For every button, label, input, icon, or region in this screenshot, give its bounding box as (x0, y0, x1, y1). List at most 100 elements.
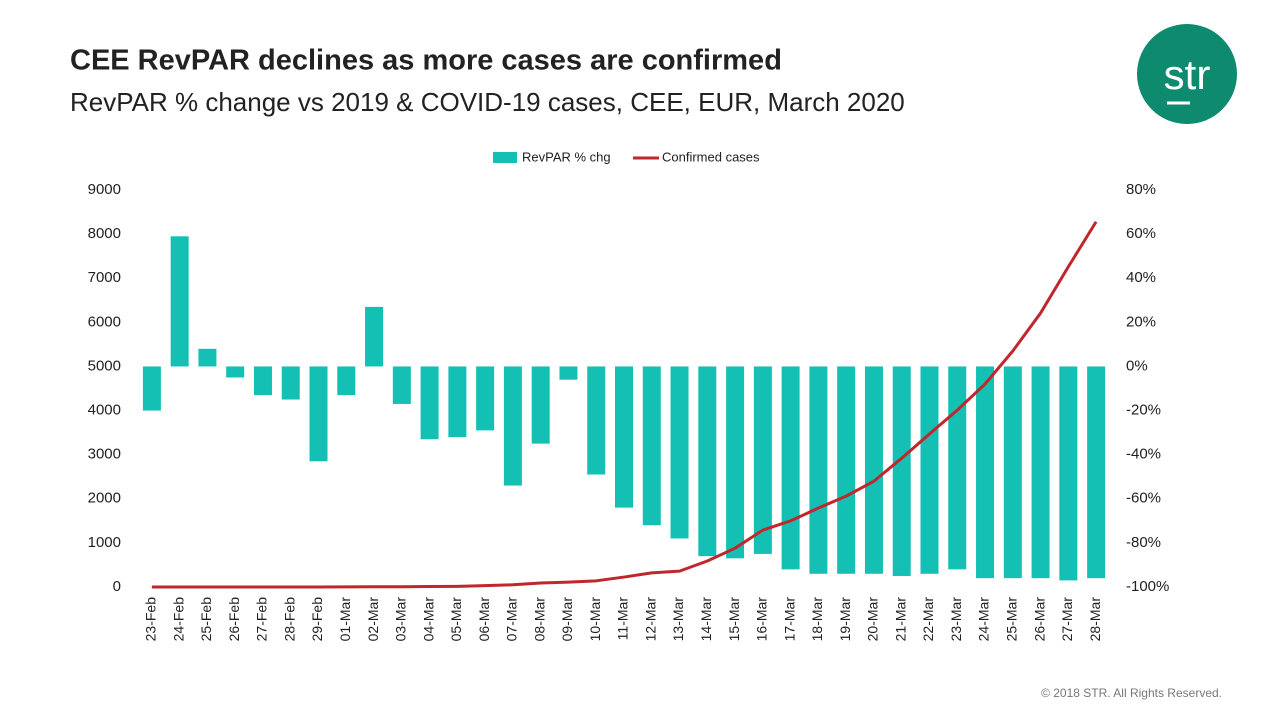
y2-tick-label: 0% (1126, 357, 1148, 374)
x-tick-label: 02-Mar (365, 597, 381, 642)
x-tick-label: 01-Mar (337, 597, 353, 642)
y2-tick-label: 60% (1126, 225, 1156, 242)
bar (587, 366, 606, 475)
y2-tick-label: -80% (1126, 534, 1161, 551)
x-tick-label: 29-Feb (309, 597, 325, 642)
bar (365, 306, 384, 367)
y2-tick-label: -20% (1126, 402, 1161, 419)
bar (531, 366, 550, 444)
x-tick-label: 06-Mar (476, 597, 492, 642)
bar (781, 366, 800, 570)
bar (864, 366, 883, 574)
line (151, 220, 1098, 589)
x-tick-label: 10-Mar (587, 597, 603, 642)
bar (226, 366, 245, 378)
x-tick-label: 27-Mar (1059, 597, 1075, 642)
bar (642, 366, 661, 526)
bar (753, 366, 772, 554)
bar (198, 348, 217, 367)
y-tick-label: 7000 (88, 269, 121, 286)
y-tick-label: 8000 (88, 225, 121, 242)
bar (670, 366, 689, 539)
y2-tick-label: 80% (1126, 181, 1156, 198)
x-tick-label: 25-Feb (198, 597, 214, 642)
logo-text: str (1164, 51, 1211, 98)
x-tick-label: 07-Mar (504, 597, 520, 642)
bar (976, 366, 995, 579)
x-tick-label: 19-Mar (837, 597, 853, 642)
x-tick-label: 28-Mar (1087, 597, 1103, 642)
x-tick-label: 27-Feb (254, 597, 270, 642)
bar (559, 366, 578, 380)
y2-tick-label: -100% (1126, 578, 1169, 595)
y2-tick-label: -40% (1126, 446, 1161, 463)
bar (615, 366, 633, 508)
x-tick-label: 12-Mar (642, 597, 658, 642)
y2-tick-label: 40% (1126, 269, 1156, 286)
x-tick-label: 03-Mar (393, 597, 409, 642)
bar (392, 366, 411, 404)
chart-title: CEE RevPAR declines as more cases are co… (70, 45, 782, 77)
x-tick-label: 24-Mar (976, 597, 992, 642)
x-tick-label: 18-Mar (809, 597, 825, 642)
legend-label: Confirmed cases (662, 149, 760, 164)
legend-swatch (493, 152, 517, 163)
x-tick-label: 17-Mar (781, 597, 797, 642)
bar (503, 366, 522, 486)
bar (448, 366, 467, 438)
x-tick-label: 26-Feb (226, 597, 242, 642)
y-tick-label: 1000 (88, 534, 121, 551)
footer: © 2018 STR. All Rights Reserved. (1041, 686, 1222, 700)
x-tick-label: 08-Mar (531, 597, 547, 642)
bar (892, 366, 911, 576)
x-tick-label: 25-Mar (1004, 597, 1020, 642)
x-tick-label: 22-Mar (920, 597, 936, 642)
x-tick-label: 16-Mar (754, 597, 770, 642)
bar (1059, 366, 1078, 581)
chart-subtitle: RevPAR % change vs 2019 & COVID-19 cases… (70, 87, 905, 117)
bar (476, 366, 495, 431)
x-tick-label: 11-Mar (615, 597, 631, 641)
y-tick-label: 6000 (88, 313, 121, 330)
bar (170, 236, 189, 367)
bar (726, 366, 745, 559)
logo-circle (1137, 24, 1237, 124)
x-tick-label: 05-Mar (448, 597, 464, 642)
bar (253, 366, 272, 396)
bar (142, 366, 161, 411)
y-tick-label: 3000 (88, 446, 121, 463)
x-tick-label: 15-Mar (726, 597, 742, 642)
bar (837, 366, 856, 574)
bar (281, 366, 300, 400)
y-tick-label: 4000 (88, 402, 121, 419)
bar (337, 366, 356, 396)
x-tick-label: 14-Mar (698, 597, 714, 642)
bar (948, 366, 967, 570)
x-tick-label: 26-Mar (1031, 597, 1047, 642)
y-tick-label: 5000 (88, 357, 121, 374)
bar (309, 366, 328, 462)
y-tick-label: 2000 (88, 490, 121, 507)
y-tick-label: 9000 (88, 181, 121, 198)
bar (1031, 366, 1050, 579)
y2-tick-label: -60% (1126, 490, 1161, 507)
bar (420, 366, 439, 440)
x-tick-label: 23-Mar (948, 597, 964, 642)
bar (920, 366, 939, 574)
bar (809, 366, 828, 574)
x-tick-label: 21-Mar (892, 597, 908, 642)
bar (1003, 366, 1022, 579)
legend-label: RevPAR % chg (522, 149, 611, 164)
x-tick-label: 13-Mar (670, 597, 686, 642)
x-tick-label: 23-Feb (143, 597, 159, 642)
bar (698, 366, 717, 557)
x-tick-label: 20-Mar (865, 597, 881, 642)
x-tick-label: 24-Feb (170, 597, 186, 642)
x-tick-label: 09-Mar (559, 597, 575, 642)
bar (1087, 366, 1106, 579)
y2-tick-label: 20% (1126, 313, 1156, 330)
x-tick-label: 28-Feb (281, 597, 297, 642)
x-tick-label: 04-Mar (420, 597, 436, 642)
